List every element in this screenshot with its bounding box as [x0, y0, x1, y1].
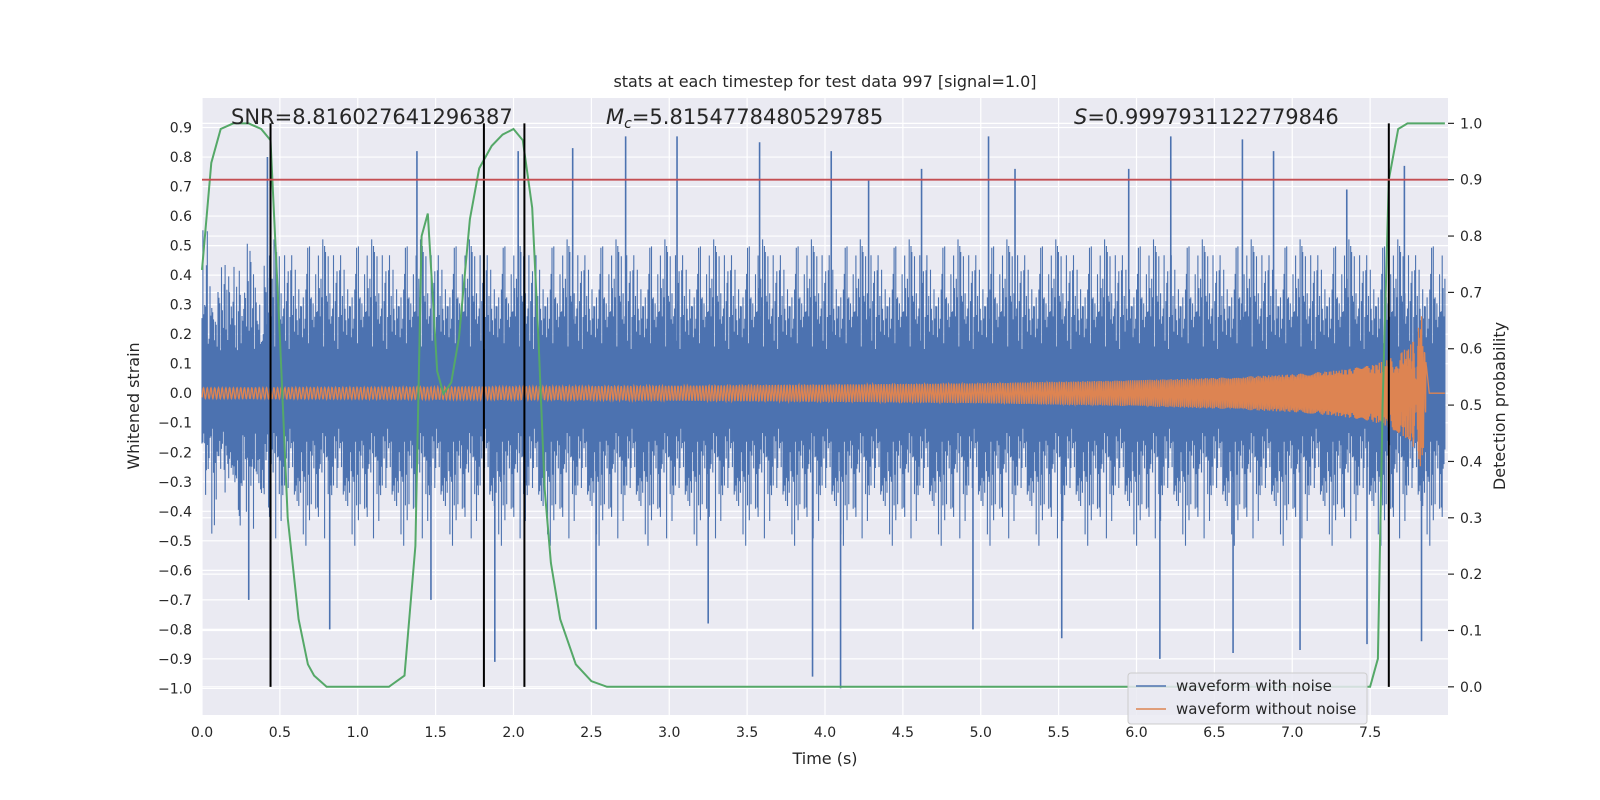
- legend-label-noise: waveform with noise: [1176, 677, 1332, 695]
- y-tick-label: −0.5: [158, 534, 192, 550]
- x-tick-label: 0.5: [269, 725, 291, 741]
- detection-markers: [269, 123, 1390, 687]
- y-tick-label: −0.7: [158, 593, 192, 609]
- x-tick-label: 3.0: [658, 725, 680, 741]
- y-tick-label: 0.9: [170, 121, 192, 137]
- y-tick-label: −0.2: [158, 445, 192, 461]
- annotation-chirp-mass: Mc=5.8154778480529785: [606, 105, 883, 132]
- y-right-tick-label: 0.6: [1460, 342, 1482, 358]
- y-tick-label: 0.8: [170, 150, 192, 166]
- legend: waveform with noise waveform without noi…: [1127, 672, 1368, 725]
- chart-title: stats at each timestep for test data 997…: [613, 72, 1036, 91]
- x-tick-label: 0.0: [191, 725, 213, 741]
- series-waveform-without-noise: [201, 316, 1445, 467]
- x-tick-label: 6.0: [1125, 725, 1147, 741]
- y-right-tick-label: 0.3: [1460, 511, 1482, 527]
- x-tick-label: 4.0: [814, 725, 836, 741]
- annotation-chirp-mass-symbol: M: [606, 105, 624, 129]
- signal-trace: [201, 316, 1445, 467]
- y-right-tick-label: 0.2: [1460, 567, 1482, 583]
- y-right-tick-label: 0.8: [1460, 229, 1482, 245]
- y-right-tick-label: 0.1: [1460, 623, 1482, 639]
- y-tick-label: −0.3: [158, 475, 192, 491]
- y-axis-ticks: 0.9 0.8 0.7 0.6 0.5 0.4 0.3 0.2 0.1 0.0 −0.1 −0.2 −0…: [158, 121, 192, 698]
- y-right-axis-label: Detection probability: [1490, 322, 1509, 490]
- y-tick-label: 0.4: [170, 268, 192, 284]
- y-tick-label: −0.4: [158, 504, 192, 520]
- y-right-tick-label: 0.9: [1460, 173, 1482, 189]
- y-right-tick-label: 0.7: [1460, 285, 1482, 301]
- y-tick-label: 0.2: [170, 327, 192, 343]
- detection-trace: [201, 122, 1445, 688]
- x-tick-label: 1.5: [424, 725, 446, 741]
- x-tick-label: 5.0: [970, 725, 992, 741]
- annotation-chirp-mass-subscript: c: [624, 116, 632, 132]
- y-tick-label: −0.8: [158, 622, 192, 638]
- annotation-chirp-mass-value: =5.8154778480529785: [632, 105, 883, 129]
- y-tick-label: −0.9: [158, 652, 192, 668]
- x-tick-label: 2.0: [502, 725, 524, 741]
- y-tick-label: 0.3: [170, 298, 192, 314]
- annotation-snr: SNR=8.816027641296387: [231, 105, 513, 129]
- x-tick-label: 1.0: [347, 725, 369, 741]
- y-right-tick-label: 0.0: [1460, 680, 1482, 696]
- y-tick-label: 0.7: [170, 180, 192, 196]
- y-tick-label: 0.5: [170, 239, 192, 255]
- x-tick-label: 3.5: [736, 725, 758, 741]
- x-tick-label: 5.5: [1047, 725, 1069, 741]
- x-tick-label: 7.0: [1281, 725, 1303, 741]
- y-right-axis-ticks: 1.0 0.9 0.8 0.7 0.6 0.5 0.4 0.3 0.2 0.1 0.0: [1448, 116, 1482, 696]
- y-right-tick-label: 0.5: [1460, 398, 1482, 414]
- x-tick-label: 7.5: [1359, 725, 1381, 741]
- y-right-tick-label: 1.0: [1460, 116, 1482, 132]
- x-axis-label: Time (s): [791, 749, 857, 768]
- annotation-s-symbol: S: [1074, 105, 1087, 129]
- annotation-s-value: =0.9997931122779846: [1087, 105, 1338, 129]
- x-tick-label: 4.5: [892, 725, 914, 741]
- y-right-tick-label: 0.4: [1460, 454, 1482, 470]
- y-tick-label: −1.0: [158, 681, 192, 697]
- x-axis-ticks: 0.0 0.5 1.0 1.5 2.0 2.5 3.0 3.5 4.0 4.5 5.0 5.5 6.0 6…: [191, 725, 1381, 741]
- y-tick-label: −0.6: [158, 563, 192, 579]
- y-tick-label: 0.0: [170, 386, 192, 402]
- legend-box: [1127, 672, 1368, 725]
- legend-label-signal: waveform without noise: [1176, 700, 1356, 718]
- y-tick-label: 0.1: [170, 357, 192, 373]
- y-tick-label: −0.1: [158, 416, 192, 432]
- y-axis-label: Whitened strain: [124, 342, 143, 469]
- series-waveform-with-noise: [201, 136, 1446, 689]
- x-tick-label: 6.5: [1203, 725, 1225, 741]
- x-tick-label: 2.5: [580, 725, 602, 741]
- y-tick-label: 0.6: [170, 209, 192, 225]
- annotation-s: S=0.9997931122779846: [1074, 105, 1339, 129]
- series-detection-probability: [201, 122, 1445, 688]
